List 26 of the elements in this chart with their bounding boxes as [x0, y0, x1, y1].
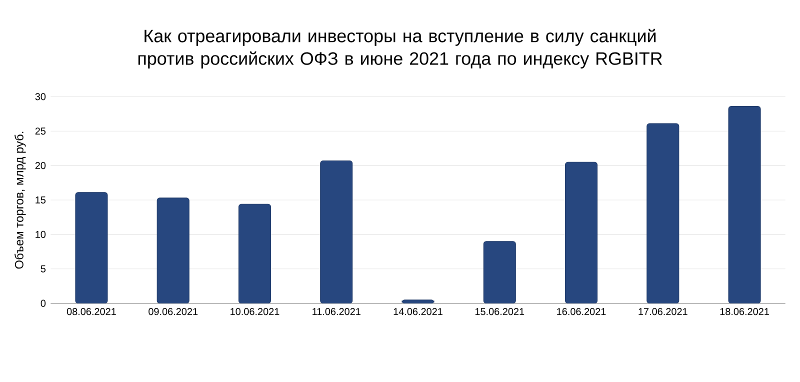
y-tick-label: 20 [35, 162, 46, 170]
x-tick-label: 14.06.2021 [394, 308, 442, 316]
bar [483, 241, 516, 304]
y-tick-label: 15 [36, 196, 46, 204]
x-tick-label: 08.06.2021 [66, 308, 116, 316]
y-tick-label: 5 [40, 265, 46, 272]
y-axis-title: Объем торгов, млрд руб. [14, 132, 26, 269]
y-tick-label: 0 [40, 300, 46, 307]
bar [238, 204, 272, 304]
chart-title: Как отреагировали инвесторы на вступление в силу санкций против российских ОФЗ в июне 2021 года по индексу RGBITR [138, 28, 662, 68]
y-tick-label: 10 [36, 230, 46, 238]
x-tick-label: 09.06.2021 [148, 308, 198, 316]
bar [565, 162, 598, 304]
bar [646, 123, 680, 304]
y-tick-label: 30 [35, 93, 46, 100]
x-tick-label: 10.06.2021 [230, 308, 280, 316]
bar [728, 106, 761, 304]
y-tick-label: 25 [35, 128, 46, 135]
x-tick-label: 16.06.2021 [557, 308, 606, 316]
bar [75, 192, 108, 304]
x-tick-label: 11.06.2021 [312, 308, 360, 316]
x-tick-label: 17.06.2021 [638, 308, 688, 316]
x-tick-label: 15.06.2021 [475, 308, 524, 316]
bar [320, 160, 353, 304]
x-tick-label: 18.06.2021 [720, 308, 769, 316]
bar [156, 198, 190, 304]
